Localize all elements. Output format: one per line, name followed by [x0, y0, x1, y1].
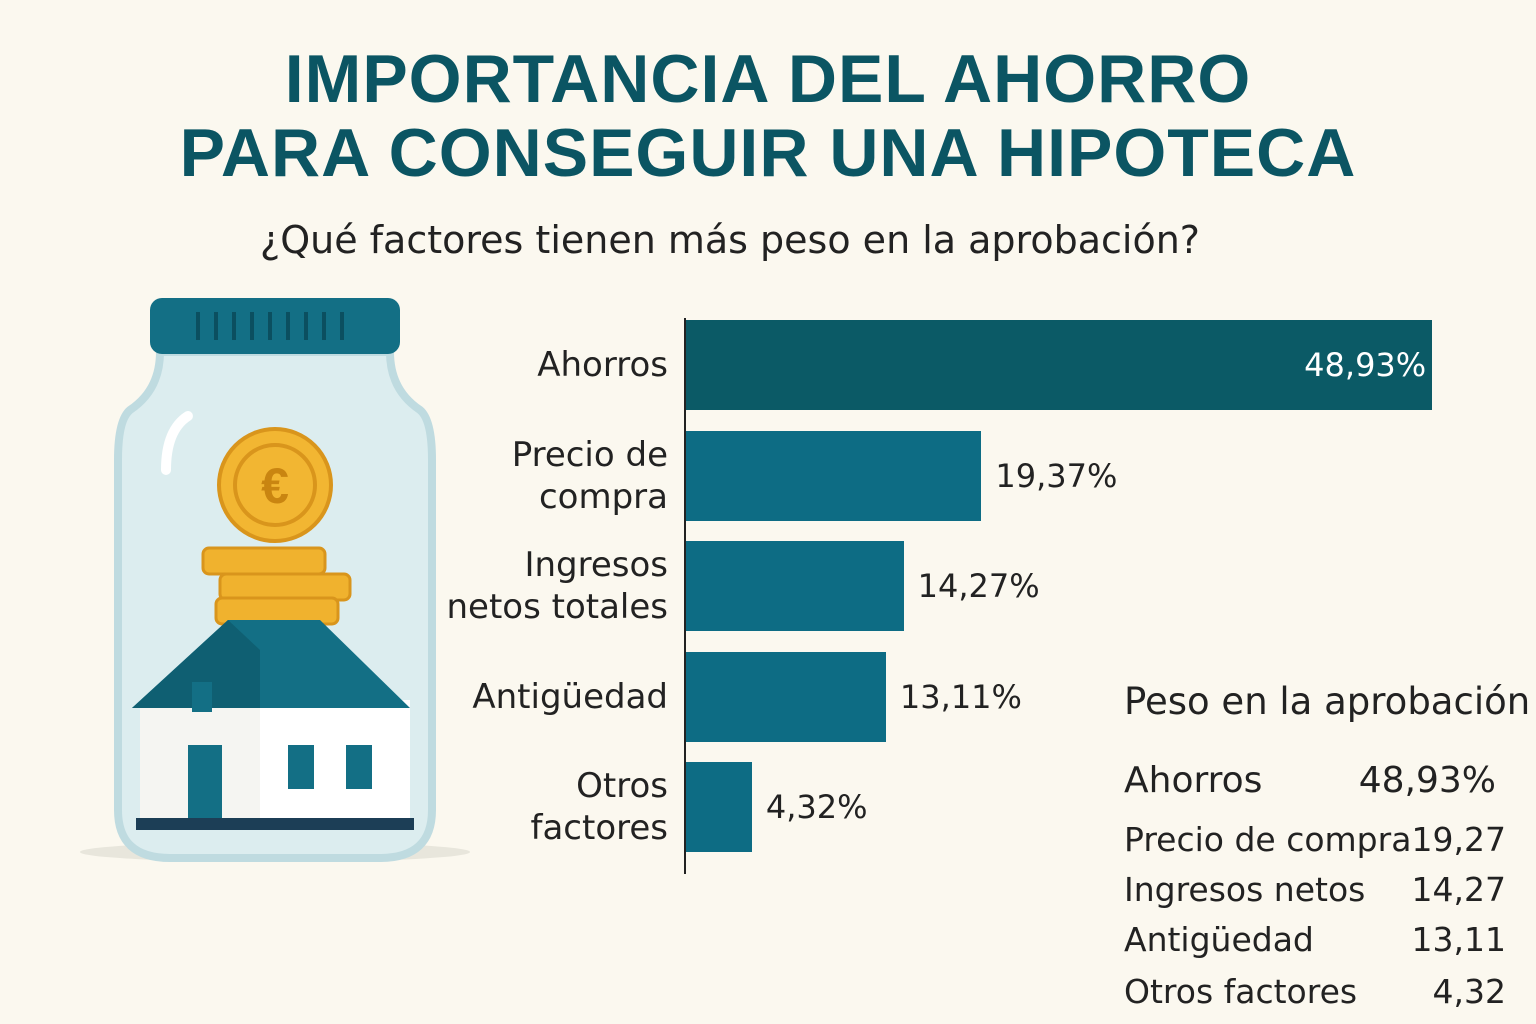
table-title: Peso en la aprobación — [1124, 680, 1531, 723]
title: IMPORTANCIA DEL AHORRO PARA CONSEGUIR UN… — [179, 41, 1357, 191]
subtitle: ¿Qué factores tienen más peso en la apro… — [260, 218, 1200, 262]
bar — [686, 541, 904, 631]
table-row: Ahorros 48,93% — [1124, 760, 1496, 801]
category-label: Ingresos netos totales — [446, 545, 669, 627]
category-label: Precio de compra — [511, 434, 668, 517]
svg-text:€: € — [261, 458, 289, 514]
jar-illustration: € — [80, 298, 470, 862]
value-label: 48,93% — [1304, 346, 1427, 384]
bar — [686, 651, 886, 742]
table-row: Otros factores 4,32 — [1124, 972, 1506, 1011]
category-label: Ahorros — [537, 345, 668, 385]
category-label: Otros factores — [530, 766, 669, 848]
table-value: 19,27 — [1411, 820, 1506, 859]
table-value: 4,32 — [1432, 972, 1506, 1011]
value-label: 13,11% — [899, 677, 1022, 716]
category-label: Antigüedad — [472, 676, 668, 717]
table-label: Ahorros — [1124, 760, 1263, 801]
bar — [686, 320, 1433, 410]
axis-line — [684, 318, 686, 874]
table-label: Otros factores — [1124, 972, 1358, 1011]
table-label: Ingresos netos — [1124, 870, 1366, 909]
value-label: 19,37% — [995, 456, 1118, 495]
table-label: Precio de compra — [1124, 820, 1412, 859]
value-label: 14,27% — [917, 567, 1040, 605]
table-value: 14,27 — [1411, 870, 1506, 909]
bar — [686, 762, 752, 852]
table-label: Antigüedad — [1124, 920, 1314, 959]
table-value: 48,93% — [1358, 760, 1496, 801]
value-label: 4,32% — [765, 788, 868, 826]
table-value: 13,11 — [1411, 920, 1506, 959]
bar — [686, 430, 982, 521]
table-row: Precio de compra 19,27 — [1124, 820, 1506, 859]
table-row: Antigüedad 13,11 — [1124, 920, 1506, 959]
table-row: Ingresos netos 14,27 — [1124, 870, 1506, 909]
